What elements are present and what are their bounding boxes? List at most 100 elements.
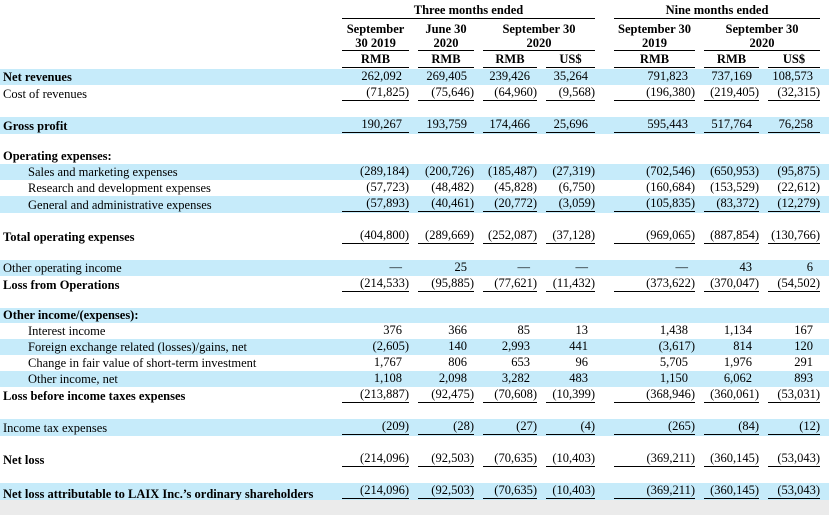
corner-cell (0, 3, 335, 20)
spacer-cell (0, 404, 829, 419)
value-text: 6 (806, 260, 814, 274)
value-text: 35,264 (553, 69, 589, 83)
row-label: Other income/(expenses): (3, 308, 139, 322)
value-text: 893 (794, 371, 814, 385)
value-cell: 1,150 (607, 371, 697, 387)
row-label: Total operating expenses (3, 230, 135, 244)
value-cell: (10,399) (539, 387, 597, 404)
value-text: 1,134 (723, 323, 753, 337)
value-cell: 120 (761, 339, 822, 355)
column-gap (597, 419, 607, 436)
value-text-wrap: (219,405) (704, 85, 760, 101)
value-text-wrap: (12) (768, 419, 821, 435)
value-text: 5,705 (659, 355, 689, 369)
date-header-row: September 30 2019 June 30 2020 September 30 2… (0, 20, 829, 52)
spacer-cell (0, 245, 829, 260)
value-text-wrap: (37,128) (546, 228, 596, 244)
value-cell: 366 (411, 323, 476, 339)
row-label: Income tax expenses (3, 421, 108, 435)
value-text-wrap: (92,503) (418, 451, 474, 467)
value-cell: 96 (539, 355, 597, 371)
value-text-wrap: 193,759 (418, 117, 474, 133)
value-text: 517,764 (711, 117, 753, 131)
value-text: 262,092 (361, 69, 402, 83)
value-cell: (360,145) (697, 451, 761, 468)
value-cell: 3,282 (476, 371, 539, 387)
spacer-row (0, 404, 829, 419)
value-text: 25 (454, 260, 468, 274)
value-text-wrap: (57,723) (366, 180, 409, 194)
value-text-wrap: 262,092 (342, 69, 409, 84)
value-cell: 595,443 (607, 117, 697, 134)
value-text-wrap: 25 (418, 260, 474, 275)
value-text-wrap: (83,372) (704, 196, 760, 212)
value-cell: — (539, 260, 597, 276)
value-text-wrap: 893 (768, 371, 820, 386)
value-text-wrap: (53,031) (768, 387, 821, 403)
unit-header-1: RMB (335, 52, 411, 69)
value-text-wrap: 43 (704, 260, 759, 275)
value-cell: 13 (539, 323, 597, 339)
income-statement-table: Three months ended Nine months ended Septe… (0, 3, 829, 502)
value-cell: (105,835) (607, 196, 697, 213)
value-cell: (22,612) (761, 180, 822, 196)
value-text-wrap: (10,399) (546, 387, 596, 403)
value-text-wrap: 85 (483, 323, 537, 338)
table-row: Other operating income — 25 — — — 43 6 (0, 260, 829, 276)
spacer-cell (0, 134, 829, 149)
value-text-wrap: (213,887) (342, 387, 409, 403)
value-cell: 174,466 (476, 117, 539, 134)
value-cell: (95,885) (411, 276, 476, 293)
value-cell: (160,684) (607, 180, 697, 196)
value-cell: (265) (607, 419, 697, 436)
page-bottom-margin (0, 500, 829, 515)
value-text-wrap: 1,134 (704, 323, 759, 338)
group-header-1: Three months ended (335, 3, 597, 20)
value-text-wrap: (28) (418, 419, 474, 435)
spacer-cell (0, 468, 829, 483)
group-header-row: Three months ended Nine months ended (0, 3, 829, 20)
value-cell: (40,461) (411, 196, 476, 213)
value-text-wrap: 595,443 (614, 117, 696, 133)
value-cell: (185,487) (476, 164, 539, 180)
value-text-wrap: — (614, 260, 695, 275)
value-cell: (57,893) (335, 196, 411, 213)
value-text-wrap: (369,211) (614, 483, 696, 501)
column-gap (597, 117, 607, 134)
value-cell: 483 (539, 371, 597, 387)
value-cell: — (607, 260, 697, 276)
value-cell: (650,953) (697, 164, 761, 180)
value-cell: 376 (335, 323, 411, 339)
value-cell: (3,059) (539, 196, 597, 213)
value-cell: 108,573 (761, 69, 822, 85)
table-row: Total operating expenses (404,800) (289,66… (0, 228, 829, 245)
value-cell: 167 (761, 323, 822, 339)
value-text-wrap: 6,062 (704, 371, 759, 386)
spacer-row (0, 436, 829, 451)
value-text: 76,258 (778, 117, 814, 131)
value-cell: (969,065) (607, 228, 697, 245)
value-text-wrap: (105,835) (614, 196, 696, 212)
value-text-wrap: (54,502) (768, 276, 821, 292)
value-text: 291 (794, 355, 814, 369)
value-text-wrap: — (483, 260, 537, 275)
value-text-wrap: (265) (614, 419, 696, 435)
value-text-wrap: 239,426 (483, 69, 537, 84)
corner-cell (0, 20, 335, 52)
value-text-wrap: 167 (768, 323, 820, 338)
value-cell: (289,669) (411, 228, 476, 245)
unit-header-label: RMB (704, 52, 760, 68)
column-gap (597, 20, 607, 52)
group-header-label: Three months ended (342, 3, 596, 19)
value-cell: — (335, 260, 411, 276)
value-text: 13 (575, 323, 589, 337)
value-text-wrap: 35,264 (546, 69, 595, 84)
spacer-cell (0, 293, 829, 308)
unit-header-label: RMB (614, 52, 696, 68)
spacer-cell (0, 213, 829, 228)
value-text-wrap: 517,764 (704, 117, 760, 133)
corner-cell (0, 52, 335, 69)
value-cell: (64,960) (476, 85, 539, 102)
value-cell: 791,823 (607, 69, 697, 85)
value-text: 2,098 (438, 371, 467, 385)
